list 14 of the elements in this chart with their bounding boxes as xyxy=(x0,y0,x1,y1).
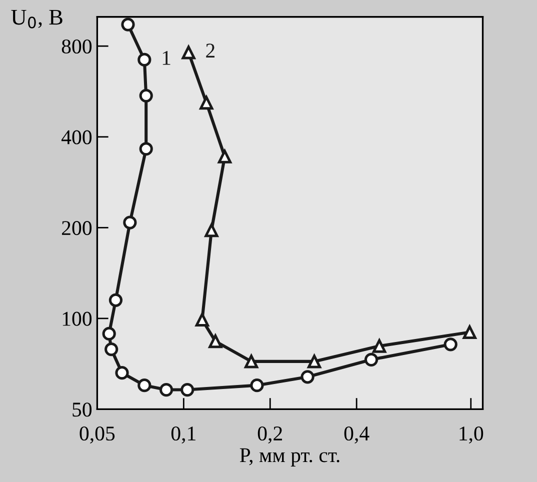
x-axis-title: P, мм рт. ст. xyxy=(240,448,340,466)
y-tick-label: 400 xyxy=(61,130,92,144)
y-tick-label: 100 xyxy=(62,312,92,326)
y-tick-label: 200 xyxy=(62,221,92,236)
x-tick-label: 0,1 xyxy=(171,426,196,444)
x-tick-label: 0,4 xyxy=(344,426,370,444)
y-tick-label: 800 xyxy=(62,39,92,54)
series-label: 2 xyxy=(206,44,214,58)
x-tick-label: 0,05 xyxy=(80,426,115,444)
x-tick-label: 0,2 xyxy=(258,426,282,444)
y-axis-title: U$_{0}$, В xyxy=(11,10,62,28)
y-tick-label: 50 xyxy=(72,402,92,417)
series-label: 1 xyxy=(162,50,170,65)
x-tick-label: 1,0 xyxy=(460,426,484,444)
